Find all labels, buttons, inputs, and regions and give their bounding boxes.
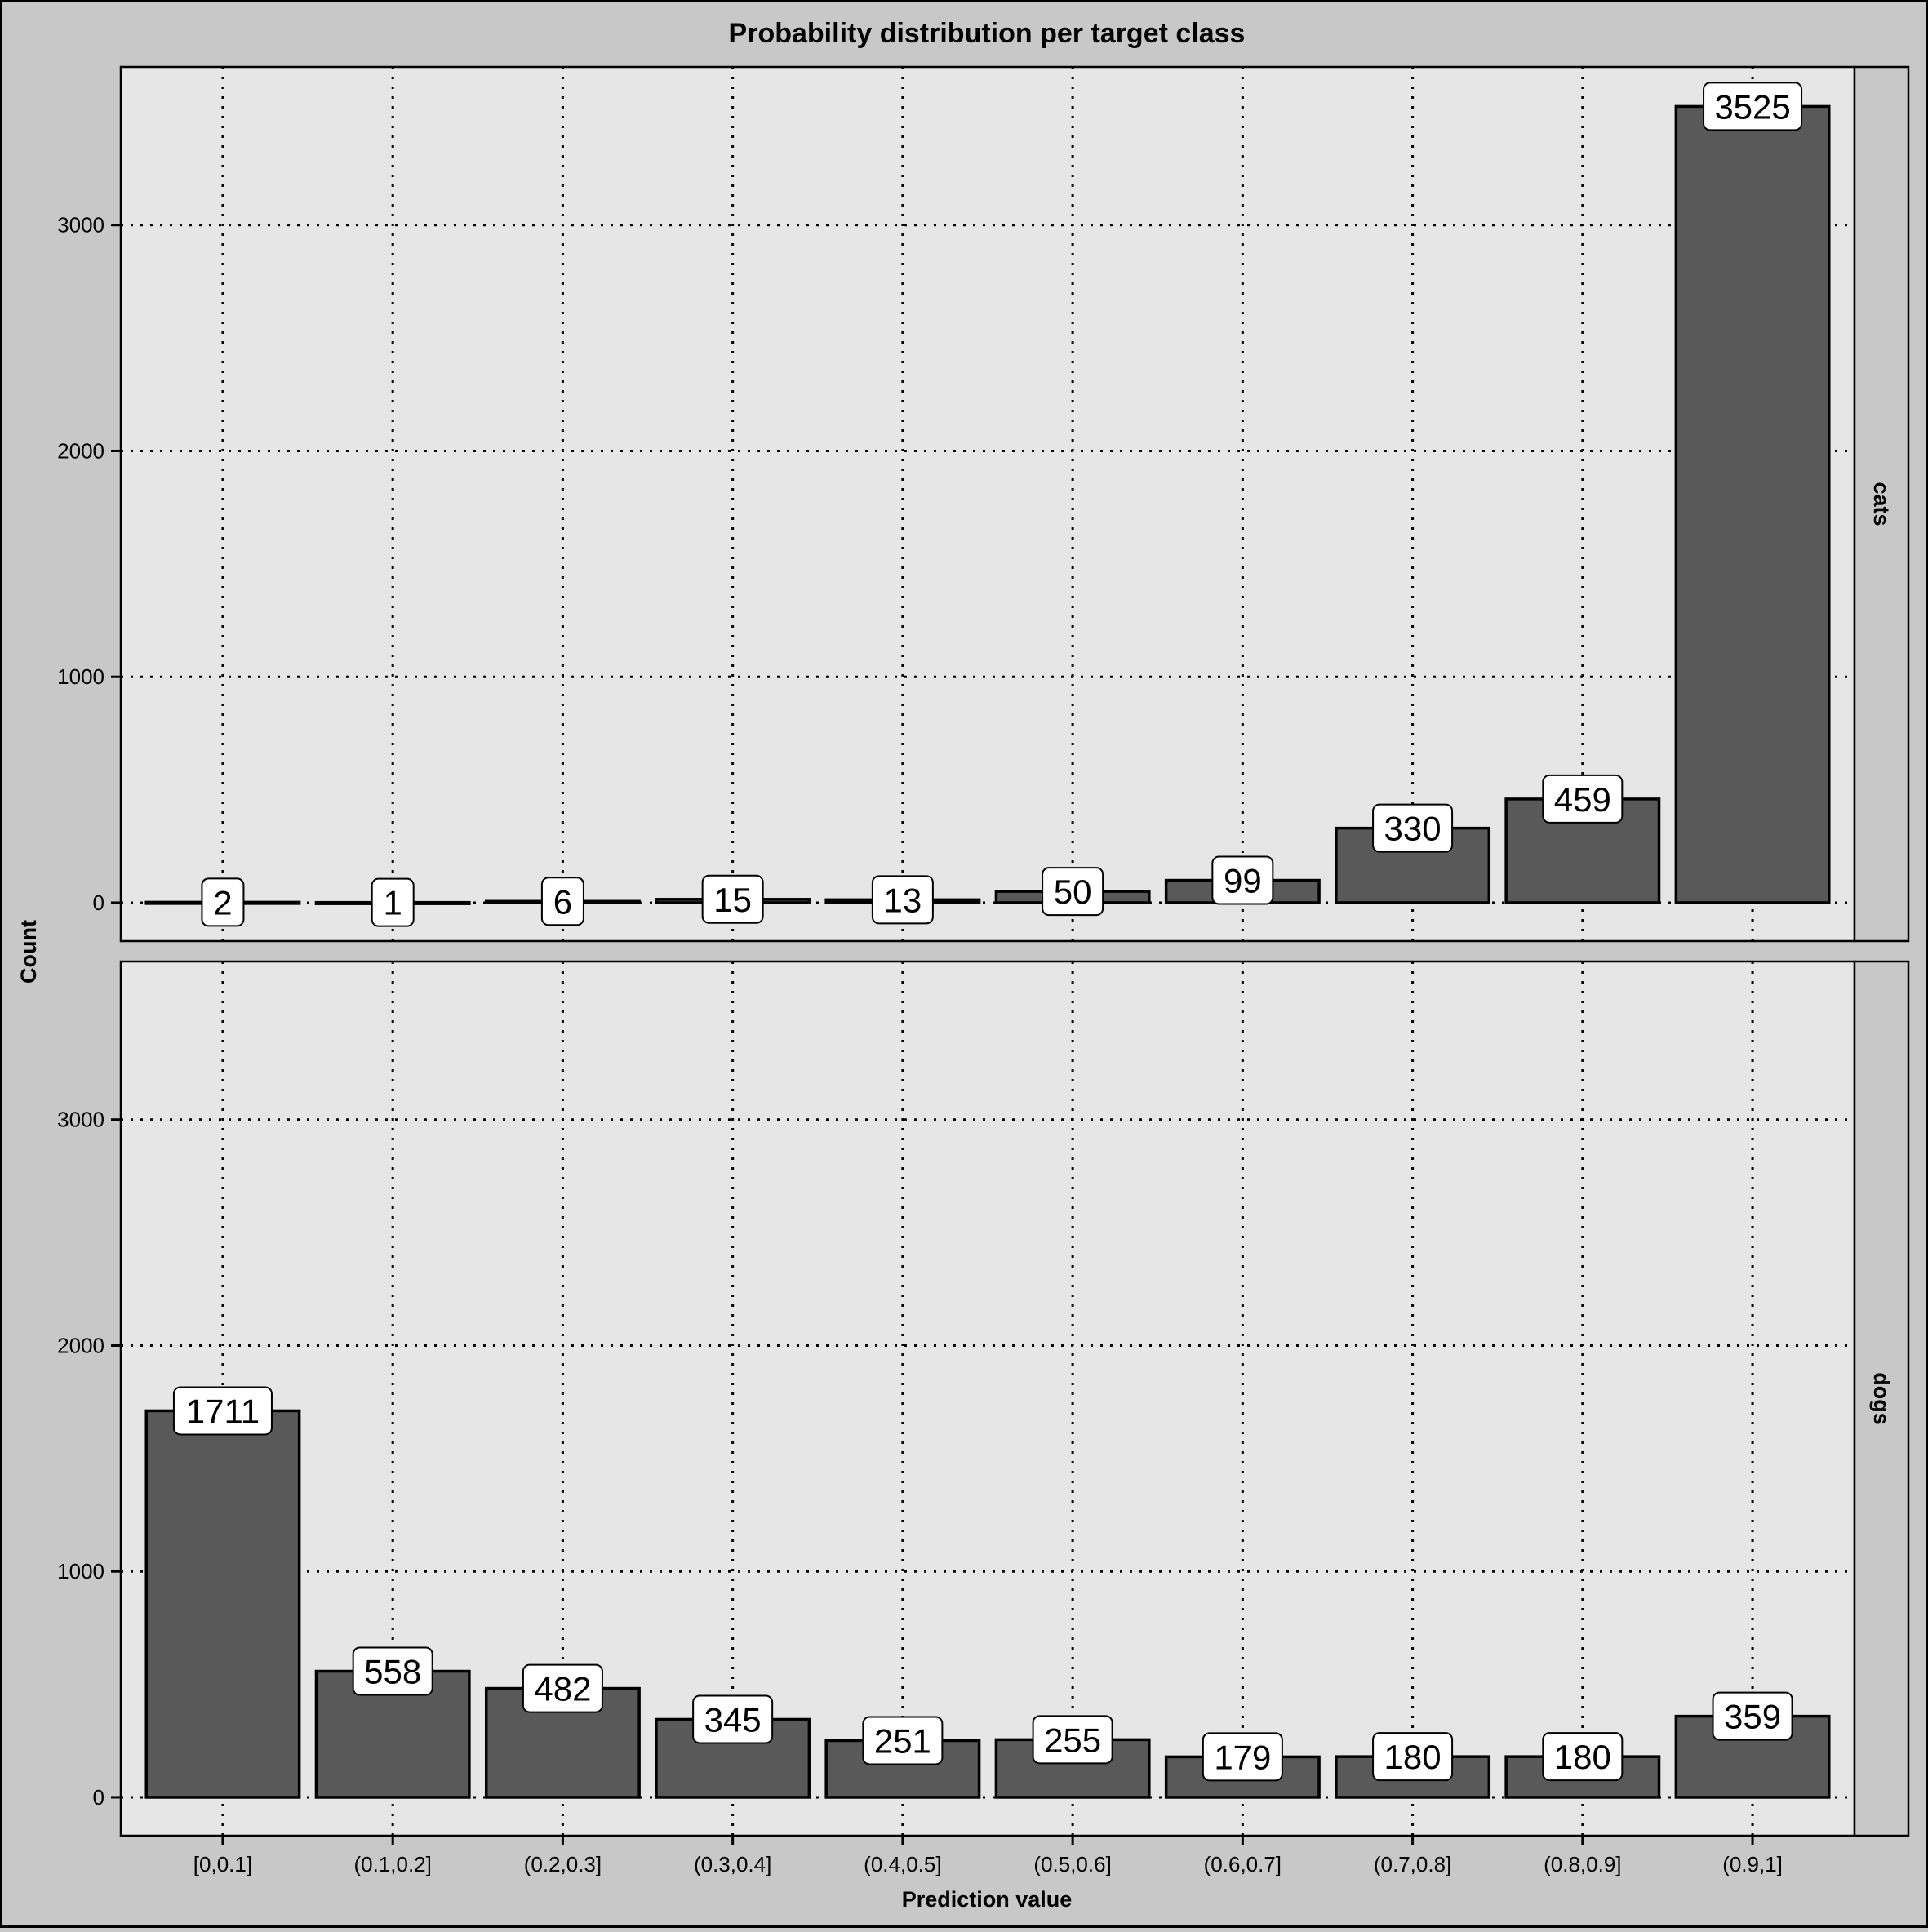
data-label-box [862, 1716, 944, 1765]
data-label-box [1372, 803, 1454, 853]
data-label-box [540, 877, 584, 926]
data-label: 359 [1724, 1698, 1781, 1736]
x-tick-label: (0.3,0.4] [694, 1852, 771, 1876]
data-label-box [1712, 1691, 1793, 1741]
y-tick-label: 1000 [57, 664, 104, 689]
data-label: 330 [1384, 810, 1442, 848]
data-label-box [692, 1694, 774, 1744]
data-label-box [1372, 1732, 1454, 1782]
facet-panel-dogs: 1711 558 482 345 251 255 179 180 180 359 0 1000 2000… [57, 960, 1910, 1837]
y-tick-label: 0 [93, 890, 104, 915]
data-label: 99 [1224, 862, 1262, 900]
data-label-box [871, 875, 934, 925]
data-label: 6 [553, 882, 572, 921]
y-tick-label: 2000 [57, 1333, 104, 1357]
data-label: 482 [534, 1670, 591, 1708]
x-tick-label: (0.9,1] [1722, 1852, 1783, 1876]
x-tick-label: (0.1,0.2] [353, 1852, 431, 1876]
data-label: 3525 [1714, 87, 1790, 126]
bar [1674, 104, 1831, 904]
x-tick-label: (0.6,0.7] [1204, 1852, 1282, 1876]
data-label-box [1211, 855, 1274, 905]
data-label: 179 [1214, 1738, 1271, 1776]
data-label: 459 [1554, 780, 1611, 819]
data-label-box [1542, 1732, 1624, 1782]
data-label: 1711 [186, 1392, 260, 1430]
x-tick-label: (0.5,0.6] [1033, 1852, 1111, 1876]
x-axis-label: Prediction value [902, 1887, 1073, 1912]
data-label: 1 [383, 884, 402, 922]
x-tick-label: (0.2,0.3] [524, 1852, 602, 1876]
data-label-box [1032, 1715, 1113, 1765]
facet-strip-label: dogs [1869, 1372, 1894, 1425]
chart-title: Probability distribution per target clas… [729, 18, 1246, 49]
data-label-box [1202, 1732, 1283, 1782]
data-label: 180 [1554, 1738, 1611, 1776]
bar [144, 1409, 301, 1799]
y-tick-label: 2000 [57, 438, 104, 463]
y-tick-label: 3000 [57, 213, 104, 238]
bar [824, 1739, 981, 1799]
data-label: 15 [713, 881, 752, 919]
y-tick-label: 1000 [57, 1559, 104, 1583]
data-label-box [371, 877, 415, 927]
data-label: 345 [704, 1700, 762, 1739]
data-label: 13 [884, 881, 922, 919]
y-tick-label: 3000 [57, 1108, 104, 1132]
data-label-box [1042, 867, 1104, 917]
data-label: 558 [364, 1653, 421, 1691]
facet-strip-label: cats [1869, 482, 1894, 526]
data-label: 50 [1054, 873, 1092, 911]
facet-panel-cats: 2 1 6 15 13 50 99 330 459 3525 0 1000 2000 3000 cats [57, 65, 1910, 943]
data-label-box [352, 1646, 433, 1696]
data-label-box [172, 1386, 273, 1436]
data-label-box [1703, 82, 1803, 131]
facets-group: 2 1 6 15 13 50 99 330 459 3525 0 1000 2000 3000 cats 17… [57, 65, 1910, 1876]
data-label: 251 [874, 1721, 931, 1760]
data-label-box [522, 1663, 603, 1713]
x-tick-label: (0.8,0.9] [1544, 1852, 1621, 1876]
facet-strip [1853, 960, 1910, 1837]
data-label-box [201, 877, 245, 927]
data-label: 2 [213, 883, 232, 922]
x-tick-label: (0.4,0.5] [864, 1852, 941, 1876]
data-label: 255 [1044, 1721, 1101, 1759]
data-label-box [1542, 774, 1624, 824]
y-axis-label: Count [16, 920, 41, 984]
facet-strip [1853, 65, 1910, 943]
x-tick-label: (0.7,0.8] [1374, 1852, 1451, 1876]
y-tick-label: 0 [93, 1785, 104, 1810]
data-label-box [701, 874, 764, 924]
x-tick-label: [0,0.1] [193, 1852, 252, 1876]
data-label: 180 [1384, 1738, 1442, 1776]
